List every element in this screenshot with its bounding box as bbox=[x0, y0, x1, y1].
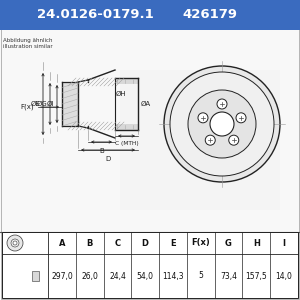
Text: H: H bbox=[253, 238, 260, 247]
Text: 26,0: 26,0 bbox=[81, 272, 98, 280]
Circle shape bbox=[13, 241, 17, 245]
Bar bbox=[0, 30, 300, 232]
Text: D: D bbox=[105, 156, 111, 162]
Text: A: A bbox=[58, 238, 65, 247]
Text: 54,0: 54,0 bbox=[137, 272, 154, 280]
Text: ATE: ATE bbox=[191, 104, 243, 128]
Polygon shape bbox=[88, 70, 117, 80]
Polygon shape bbox=[78, 80, 91, 82]
Circle shape bbox=[217, 99, 227, 109]
Text: 297,0: 297,0 bbox=[51, 272, 73, 280]
Text: 24.0126-0179.1: 24.0126-0179.1 bbox=[37, 8, 153, 22]
Text: 157,5: 157,5 bbox=[245, 272, 267, 280]
Circle shape bbox=[170, 72, 274, 176]
Text: F(x): F(x) bbox=[20, 104, 34, 110]
Text: 14,0: 14,0 bbox=[276, 272, 292, 280]
Text: I: I bbox=[283, 238, 286, 247]
Circle shape bbox=[11, 239, 19, 247]
Bar bbox=[0, 0, 300, 30]
Circle shape bbox=[198, 113, 208, 123]
Polygon shape bbox=[88, 128, 117, 138]
Bar bbox=[62, 82, 78, 126]
Text: D: D bbox=[142, 238, 149, 247]
Text: E: E bbox=[170, 238, 176, 247]
Text: 5: 5 bbox=[198, 272, 203, 280]
Text: ØI: ØI bbox=[46, 101, 54, 107]
Text: 114,3: 114,3 bbox=[162, 272, 184, 280]
Circle shape bbox=[7, 235, 23, 251]
Circle shape bbox=[205, 135, 215, 145]
Circle shape bbox=[188, 90, 256, 158]
Text: 73,4: 73,4 bbox=[220, 272, 237, 280]
Text: ØE: ØE bbox=[30, 101, 40, 107]
Circle shape bbox=[210, 112, 234, 136]
Bar bbox=[120, 70, 280, 210]
Text: C: C bbox=[114, 238, 121, 247]
Text: B: B bbox=[86, 238, 93, 247]
Polygon shape bbox=[78, 126, 91, 128]
Text: ØG: ØG bbox=[36, 101, 47, 107]
Text: ØA: ØA bbox=[141, 101, 151, 107]
Text: ØH: ØH bbox=[116, 91, 127, 97]
Circle shape bbox=[164, 66, 280, 182]
Text: B: B bbox=[99, 148, 104, 154]
Text: Abbildung ähnlich
illustration similar: Abbildung ähnlich illustration similar bbox=[3, 38, 52, 49]
Text: C (MTH): C (MTH) bbox=[115, 141, 138, 146]
Text: F(x): F(x) bbox=[191, 238, 210, 247]
Polygon shape bbox=[115, 124, 138, 130]
Bar bbox=[2, 232, 298, 298]
Polygon shape bbox=[115, 78, 138, 84]
Text: G: G bbox=[225, 238, 232, 247]
Text: 426179: 426179 bbox=[182, 8, 238, 22]
Bar bbox=[32, 271, 38, 281]
Circle shape bbox=[236, 113, 246, 123]
Text: 24,4: 24,4 bbox=[109, 272, 126, 280]
Circle shape bbox=[229, 135, 239, 145]
